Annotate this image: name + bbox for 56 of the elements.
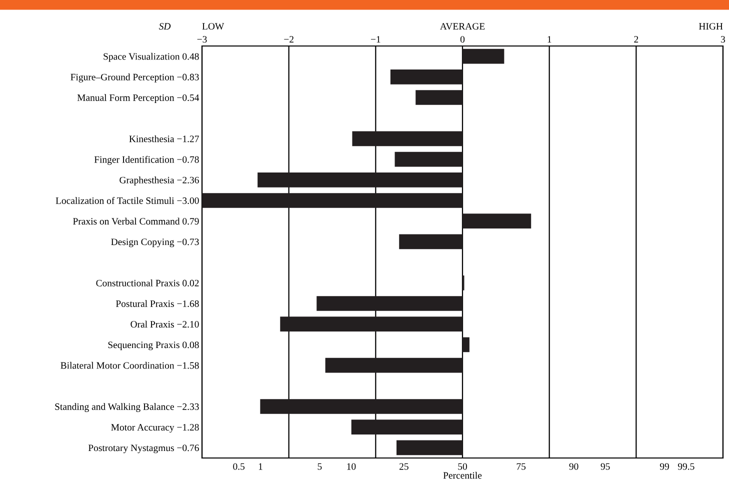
category-label: Design Copying −0.73: [111, 238, 199, 248]
category-label: Constructional Praxis 0.02: [96, 280, 199, 286]
x-axis-title: Percentile: [443, 472, 482, 479]
category-label: Praxis on Verbal Command 0.79: [73, 218, 199, 225]
text: SD: [158, 23, 171, 30]
text: 90: [569, 463, 578, 470]
bar: [352, 131, 462, 146]
bar: [280, 316, 462, 332]
text: 99: [660, 463, 669, 470]
x-tick-label: −2: [284, 36, 294, 43]
category-label: Kinesthesia −1.27: [129, 135, 199, 142]
x-tick-label: −1: [370, 36, 380, 43]
text: 1: [258, 463, 262, 470]
text: LOW: [202, 23, 224, 30]
category-label: Manual Form Perception −0.54: [77, 94, 200, 103]
bar: [399, 234, 462, 250]
category-label: Localization of Tactile Stimuli −3.00: [56, 197, 199, 204]
bar: [202, 193, 462, 208]
x-tick-label: 1: [548, 36, 552, 43]
bar: [416, 90, 462, 105]
category-label: Standing and Walking Balance −2.33: [55, 403, 199, 412]
category-label: Sequencing Praxis 0.08: [108, 342, 199, 350]
x-tick-label: −3: [197, 36, 207, 43]
category-label: Space Visualization 0.48: [104, 52, 199, 62]
category-label: Postural Praxis −1.68: [116, 300, 199, 308]
bar: [316, 296, 462, 311]
bar: [258, 172, 462, 188]
category-label: Oral Praxis −2.10: [130, 320, 199, 328]
text: 50: [458, 463, 467, 470]
text: HIGH: [698, 23, 723, 30]
category-label: Finger Identification −0.78: [94, 156, 199, 165]
x-tick-label: 0: [460, 36, 465, 43]
bar: [325, 358, 462, 373]
bar: [260, 399, 462, 414]
text: 95: [600, 463, 610, 470]
x-tick-label: 3: [721, 36, 726, 43]
text: 5: [318, 463, 322, 470]
text: 25: [400, 463, 408, 470]
text: 0.5: [233, 463, 245, 470]
text: AVERAGE: [440, 23, 485, 30]
category-label: Graphesthesia −2.36: [120, 176, 199, 186]
text: 10: [347, 463, 356, 470]
bar: [396, 440, 462, 456]
bar: [390, 69, 462, 84]
bar: [351, 420, 462, 435]
category-label: Postrotary Nystagmus −0.76: [88, 444, 199, 454]
text: 99.5: [678, 463, 694, 470]
category-label: Bilateral Motor Coordination −1.58: [60, 362, 199, 369]
x-tick-label: 2: [634, 36, 638, 43]
category-label: Motor Accuracy −1.28: [111, 424, 199, 433]
bar: [462, 337, 470, 352]
category-label: Figure–Ground Perception −0.83: [70, 74, 199, 82]
bar: [394, 152, 462, 167]
bar: [462, 214, 532, 229]
text: 75: [516, 463, 526, 470]
bar: [462, 48, 504, 64]
